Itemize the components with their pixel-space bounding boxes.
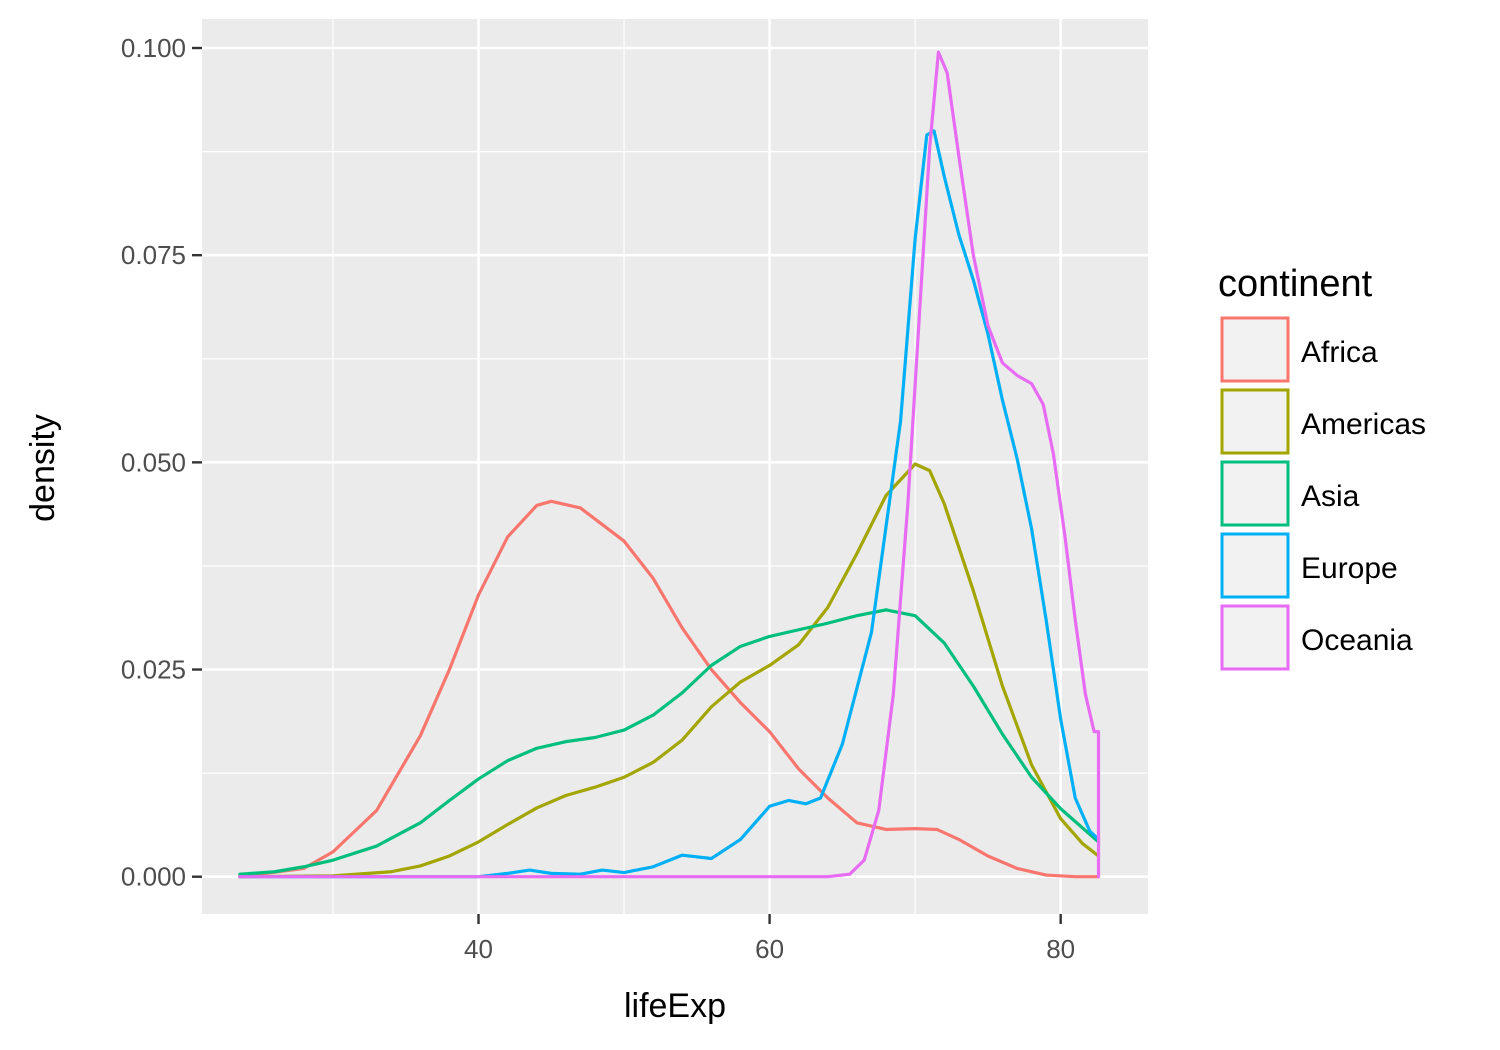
y-tick-label: 0.100	[121, 33, 186, 63]
x-axis: 40 60 80	[464, 914, 1075, 964]
minor-gridlines	[202, 19, 1148, 914]
density-line-oceania	[238, 50, 1101, 879]
plot-panel	[202, 19, 1148, 914]
legend-label-africa: Africa	[1301, 336, 1378, 369]
legend-label-oceania: Oceania	[1301, 624, 1413, 657]
legend-key-asia	[1220, 460, 1290, 527]
y-axis-title: density	[24, 414, 62, 522]
legend-label-asia: Asia	[1301, 480, 1360, 513]
x-tick-label: 60	[755, 934, 784, 964]
x-tick-label: 40	[464, 934, 493, 964]
x-axis-title: lifeExp	[624, 987, 726, 1025]
legend-key-africa	[1220, 316, 1290, 383]
y-tick-label: 0.075	[121, 240, 186, 270]
legend: continent Africa Americas Asia Europe Oceani…	[1218, 263, 1426, 671]
legend-key-oceania	[1220, 604, 1290, 671]
density-line-europe	[238, 129, 1101, 879]
legend-label-americas: Americas	[1301, 408, 1426, 441]
density-curves	[238, 50, 1101, 879]
density-line-africa	[238, 499, 1101, 879]
y-tick-label: 0.000	[121, 862, 186, 892]
y-tick-label: 0.025	[121, 655, 186, 685]
legend-key-europe	[1220, 532, 1290, 599]
density-line-americas	[238, 462, 1101, 879]
density-line-asia	[238, 608, 1101, 876]
y-axis: 0.000 0.025 0.050 0.075 0.100	[121, 33, 202, 892]
y-tick-label: 0.050	[121, 447, 186, 477]
legend-title: continent	[1218, 263, 1373, 305]
legend-label-europe: Europe	[1301, 552, 1398, 585]
legend-key-americas	[1220, 388, 1290, 455]
x-tick-label: 80	[1046, 934, 1075, 964]
